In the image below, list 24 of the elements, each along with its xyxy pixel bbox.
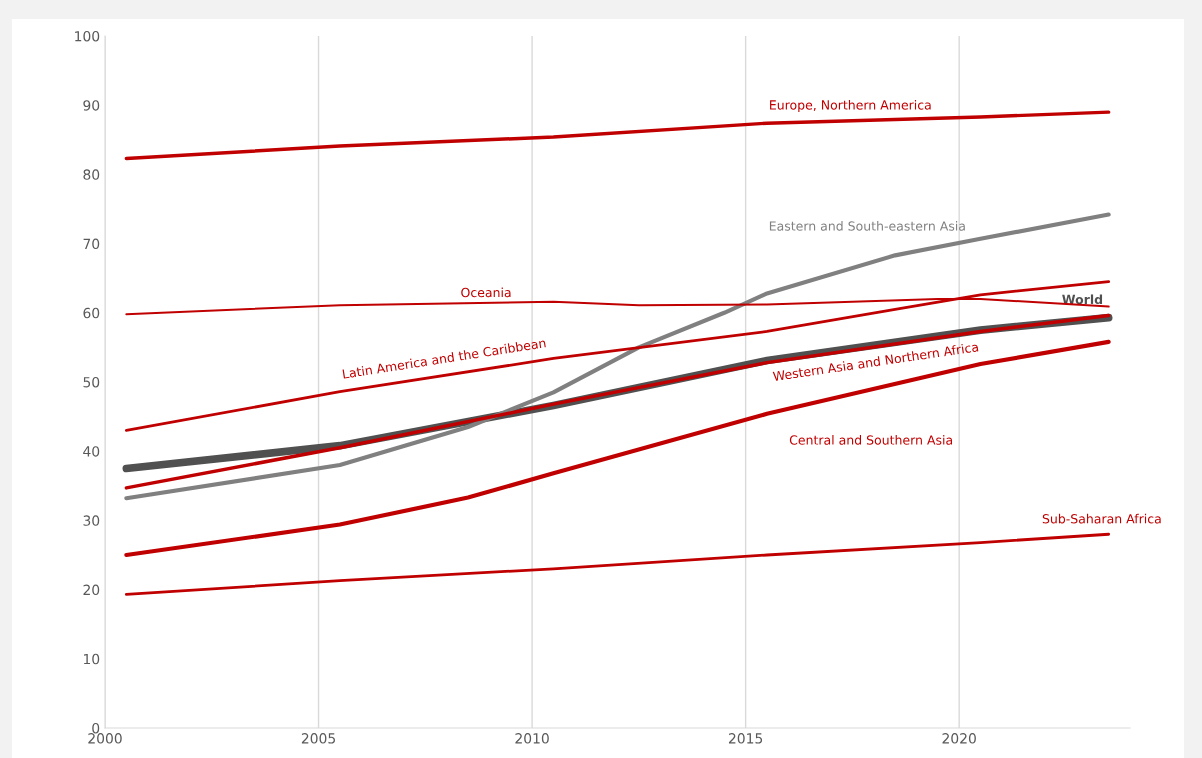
text: Latin America and the Caribbean bbox=[342, 337, 546, 379]
text: Western Asia and Northern Africa bbox=[772, 341, 979, 382]
y-tick-label: 100 bbox=[75, 30, 100, 42]
text: Central and Southern Asia bbox=[789, 435, 953, 445]
y-tick-label: 40 bbox=[83, 446, 100, 457]
y-tick-label: 20 bbox=[83, 584, 100, 596]
y-tick-label: 0 bbox=[92, 722, 100, 734]
x-tick-label: 2005 bbox=[301, 733, 335, 744]
y-tick-label: 10 bbox=[83, 653, 100, 665]
y-tick-label: 50 bbox=[83, 376, 100, 388]
y-tick-label: 80 bbox=[83, 169, 100, 180]
series-label: Oceania bbox=[461, 287, 511, 298]
series-label: Eastern and South-eastern Asia bbox=[769, 221, 965, 231]
x-tick-label: 2020 bbox=[942, 733, 976, 744]
y-tick-label: 70 bbox=[83, 238, 100, 250]
series-label: Europe, Northern America bbox=[770, 99, 931, 113]
series-label: World bbox=[1062, 294, 1103, 305]
y-tick-label: 30 bbox=[83, 515, 100, 526]
x-tick-label: 2000 bbox=[88, 733, 122, 744]
x-tick-label: 2010 bbox=[515, 733, 549, 744]
series-label: Sub-Saharan Africa bbox=[1042, 513, 1161, 524]
y-tick-label: 60 bbox=[83, 307, 100, 319]
y-tick-label: 90 bbox=[83, 100, 100, 111]
x-tick-label: 2015 bbox=[728, 733, 763, 744]
